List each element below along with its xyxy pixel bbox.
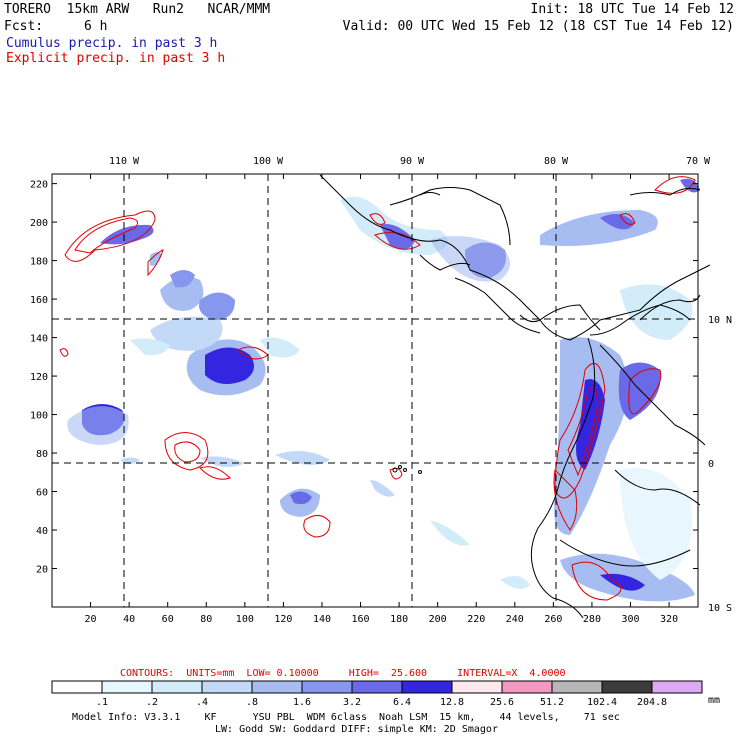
colorbar-swatch — [551, 680, 603, 694]
latitude-label: 0 — [708, 459, 714, 470]
colorbar: .1 .2 .4 .8 1.6 3.2 6.4 12.8 25.6 51.2 102.4 204.8 — [51, 680, 703, 708]
x-tick-label: 280 — [583, 614, 601, 625]
colorbar-swatch — [101, 680, 153, 694]
colorbar-label: 204.8 — [637, 697, 667, 708]
colorbar-label: .4 — [196, 697, 208, 708]
y-tick-label: 180 — [30, 257, 48, 268]
x-tick-label: 140 — [313, 614, 331, 625]
longitude-label: 70 W — [686, 156, 711, 167]
x-tick-label: 120 — [274, 614, 292, 625]
axis-labels: 20 40 60 80 100 120 140 160 180 200 220 240 260 280 30… — [30, 156, 732, 625]
colorbar-unit: mm — [708, 695, 721, 706]
colorbar-label: 6.4 — [393, 697, 411, 708]
x-tick-label: 100 — [236, 614, 254, 625]
model-physics: LW: Godd SW: Goddard DIFF: simple KM: 2D… — [215, 724, 498, 735]
y-tick-label: 200 — [30, 218, 48, 229]
forecast-label: Fcst: — [4, 19, 44, 34]
colorbar-label: .8 — [246, 697, 258, 708]
longitude-label: 80 W — [544, 156, 569, 167]
graticule — [52, 174, 698, 607]
colorbar-swatch — [351, 680, 403, 694]
x-tick-label: 40 — [123, 614, 135, 625]
contours-info: CONTOURS: UNITS=mm LOW= 0.10000 HIGH= 25… — [120, 668, 566, 679]
colorbar-swatch — [451, 680, 503, 694]
y-tick-label: 60 — [36, 488, 48, 499]
colorbar-swatch — [401, 680, 453, 694]
x-tick-label: 200 — [429, 614, 447, 625]
y-tick-label: 20 — [36, 565, 48, 576]
y-tick-label: 220 — [30, 180, 48, 191]
y-tick-label: 120 — [30, 372, 48, 383]
colorbar-label: 3.2 — [343, 697, 361, 708]
colorbar-label: .2 — [146, 697, 158, 708]
y-tick-label: 160 — [30, 295, 48, 306]
colorbar-label: 25.6 — [490, 697, 514, 708]
colorbar-label: 102.4 — [587, 697, 617, 708]
valid-time: Valid: 00 UTC Wed 15 Feb 12 (18 CST Tue … — [342, 19, 734, 34]
colorbar-swatch — [651, 680, 703, 694]
latitude-label: 10 N — [708, 315, 732, 326]
x-tick-label: 160 — [352, 614, 370, 625]
x-tick-label: 220 — [467, 614, 485, 625]
y-tick-label: 80 — [36, 449, 48, 460]
legend-explicit: Explicit precip. in past 3 h — [6, 51, 226, 66]
colorbar-label: .1 — [96, 697, 108, 708]
colorbar-label: 12.8 — [440, 697, 464, 708]
colorbar-swatch — [151, 680, 203, 694]
colorbar-label: 51.2 — [540, 697, 564, 708]
colorbar-swatch — [201, 680, 253, 694]
model-info: Model Info: V3.3.1 KF YSU PBL WDM 6class… — [72, 712, 620, 723]
forecast-hour: 6 h — [84, 19, 108, 34]
colorbar-swatch — [501, 680, 553, 694]
x-tick-label: 20 — [85, 614, 97, 625]
axis-ticks — [52, 174, 698, 607]
model-title: TORERO 15km ARW Run2 NCAR/MMM — [4, 2, 271, 17]
colorbar-swatch — [251, 680, 303, 694]
longitude-label: 90 W — [400, 156, 425, 167]
colorbar-swatch — [51, 680, 103, 694]
x-tick-label: 320 — [660, 614, 678, 625]
init-time: Init: 18 UTC Tue 14 Feb 12 — [530, 2, 735, 17]
y-tick-label: 140 — [30, 334, 48, 345]
y-tick-label: 40 — [36, 526, 48, 537]
x-tick-label: 80 — [200, 614, 212, 625]
longitude-label: 100 W — [253, 156, 284, 167]
plot-frame — [51, 173, 699, 608]
x-tick-label: 60 — [162, 614, 174, 625]
x-tick-label: 260 — [544, 614, 562, 625]
longitude-label: 110 W — [109, 156, 140, 167]
explicit-precip-contours — [59, 176, 696, 601]
y-tick-label: 100 — [30, 411, 48, 422]
colorbar-label: 1.6 — [293, 697, 311, 708]
x-tick-label: 180 — [390, 614, 408, 625]
colorbar-swatch — [301, 680, 353, 694]
coastline-borders — [319, 174, 711, 619]
latitude-label: 10 S — [708, 603, 732, 614]
legend-cumulus: Cumulus precip. in past 3 h — [6, 36, 218, 51]
x-tick-label: 300 — [621, 614, 639, 625]
colorbar-swatch — [601, 680, 653, 694]
x-tick-label: 240 — [506, 614, 524, 625]
